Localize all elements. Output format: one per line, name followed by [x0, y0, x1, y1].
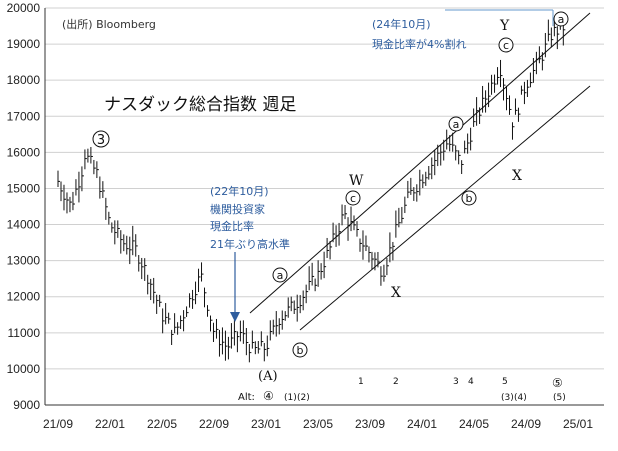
count-mark-1-paren: (1): [284, 393, 297, 403]
x-tick-label: 21/09: [43, 417, 73, 431]
count-mark-4: 4: [468, 377, 474, 387]
count-mark-3: 3: [453, 377, 459, 387]
x-tick-label: 24/01: [407, 417, 437, 431]
count-mark-2: 2: [393, 377, 399, 387]
base-label: (A): [258, 369, 278, 384]
price-bars: [58, 16, 565, 362]
svg-text:a: a: [453, 118, 460, 131]
count-mark-2-paren: (2): [297, 393, 310, 403]
note-2024-line-1: (24年10月): [372, 17, 431, 31]
wave-mark-W: W: [349, 173, 364, 189]
grid-lines: [45, 8, 604, 369]
axes: [45, 8, 604, 405]
y-tick-label: 9000: [13, 398, 40, 412]
annotations: (出所) Bloomberg ナスダック総合指数 週足 3 (22年10月) 機…: [62, 12, 568, 403]
x-tick-label: 22/05: [147, 417, 177, 431]
wave-mark-X-2023: X: [391, 285, 401, 301]
wave-marker-a-2025: a: [554, 12, 568, 26]
count-mark-4-paren: (4): [514, 393, 527, 403]
wave-mark-Y: Y: [499, 18, 510, 34]
svg-text:c: c: [503, 39, 509, 52]
x-tick-labels: 21/09 22/01 22/05 22/09 23/01 23/05 23/09 24/01…: [43, 417, 593, 431]
x-tick-label: 24/09: [511, 417, 541, 431]
x-tick-label: 23/01: [251, 417, 281, 431]
note-2022-line-4: 21年ぶり高水準: [210, 237, 290, 251]
note-2022-arrow-head: [230, 312, 240, 322]
y-tick-label: 20000: [7, 1, 41, 15]
count-mark-5: 5: [502, 377, 508, 387]
svg-text:3: 3: [97, 133, 105, 148]
y-tick-label: 13000: [7, 254, 41, 268]
y-tick-label: 12000: [7, 290, 41, 304]
wave-marker-a-2023: a: [273, 268, 287, 282]
svg-text:b: b: [466, 192, 473, 205]
wave-marker-c-2024: c: [499, 38, 513, 52]
y-tick-label: 17000: [7, 109, 41, 123]
count-mark-5-circled: ⑤: [552, 376, 563, 390]
x-tick-label: 24/05: [459, 417, 489, 431]
svg-text:a: a: [558, 13, 565, 26]
x-tick-label: 22/09: [199, 417, 229, 431]
svg-text:c: c: [350, 192, 356, 205]
channel-lower-line: [300, 86, 590, 330]
count-mark-5-paren: (5): [553, 393, 566, 403]
wave-marker-b-2023: b: [293, 343, 307, 357]
y-tick-labels: 9000 10000 11000 12000 13000 14000 15000 16000 1…: [7, 1, 41, 412]
count-mark-3-paren: (3): [501, 393, 514, 403]
wave-marker-c-2023: c: [346, 191, 360, 205]
x-tick-label: 23/09: [355, 417, 385, 431]
x-tick-label: 25/01: [563, 417, 593, 431]
channel-upper-line: [250, 13, 590, 313]
source-label: (出所) Bloomberg: [62, 17, 156, 31]
y-tick-label: 10000: [7, 362, 41, 376]
note-2022-line-3: 現金比率: [210, 219, 254, 233]
svg-text:b: b: [297, 344, 304, 357]
chart-title: ナスダック総合指数 週足: [104, 95, 296, 115]
x-tick-label: 23/05: [303, 417, 333, 431]
alt-label: Alt:: [238, 392, 255, 403]
wave-marker-b-2024: b: [462, 191, 476, 205]
note-2022-line-2: 機関投資家: [210, 202, 265, 216]
note-2024-line-2: 現金比率が4%割れ: [372, 37, 466, 51]
x-tick-label: 22/01: [95, 417, 125, 431]
note-2022-line-1: (22年10月): [210, 184, 269, 198]
y-tick-label: 19000: [7, 37, 41, 51]
alt-circled-label: ④: [263, 389, 274, 403]
y-tick-label: 11000: [8, 326, 41, 340]
y-tick-label: 16000: [7, 145, 41, 159]
y-tick-label: 18000: [7, 73, 41, 87]
count-mark-1: 1: [358, 377, 364, 387]
wave-mark-X-2024: X: [512, 168, 522, 184]
svg-text:a: a: [277, 269, 284, 282]
y-tick-label: 15000: [7, 181, 41, 195]
wave-marker-a-2024: a: [449, 117, 463, 131]
y-tick-label: 14000: [7, 218, 41, 232]
peak-label: 3: [93, 131, 109, 148]
